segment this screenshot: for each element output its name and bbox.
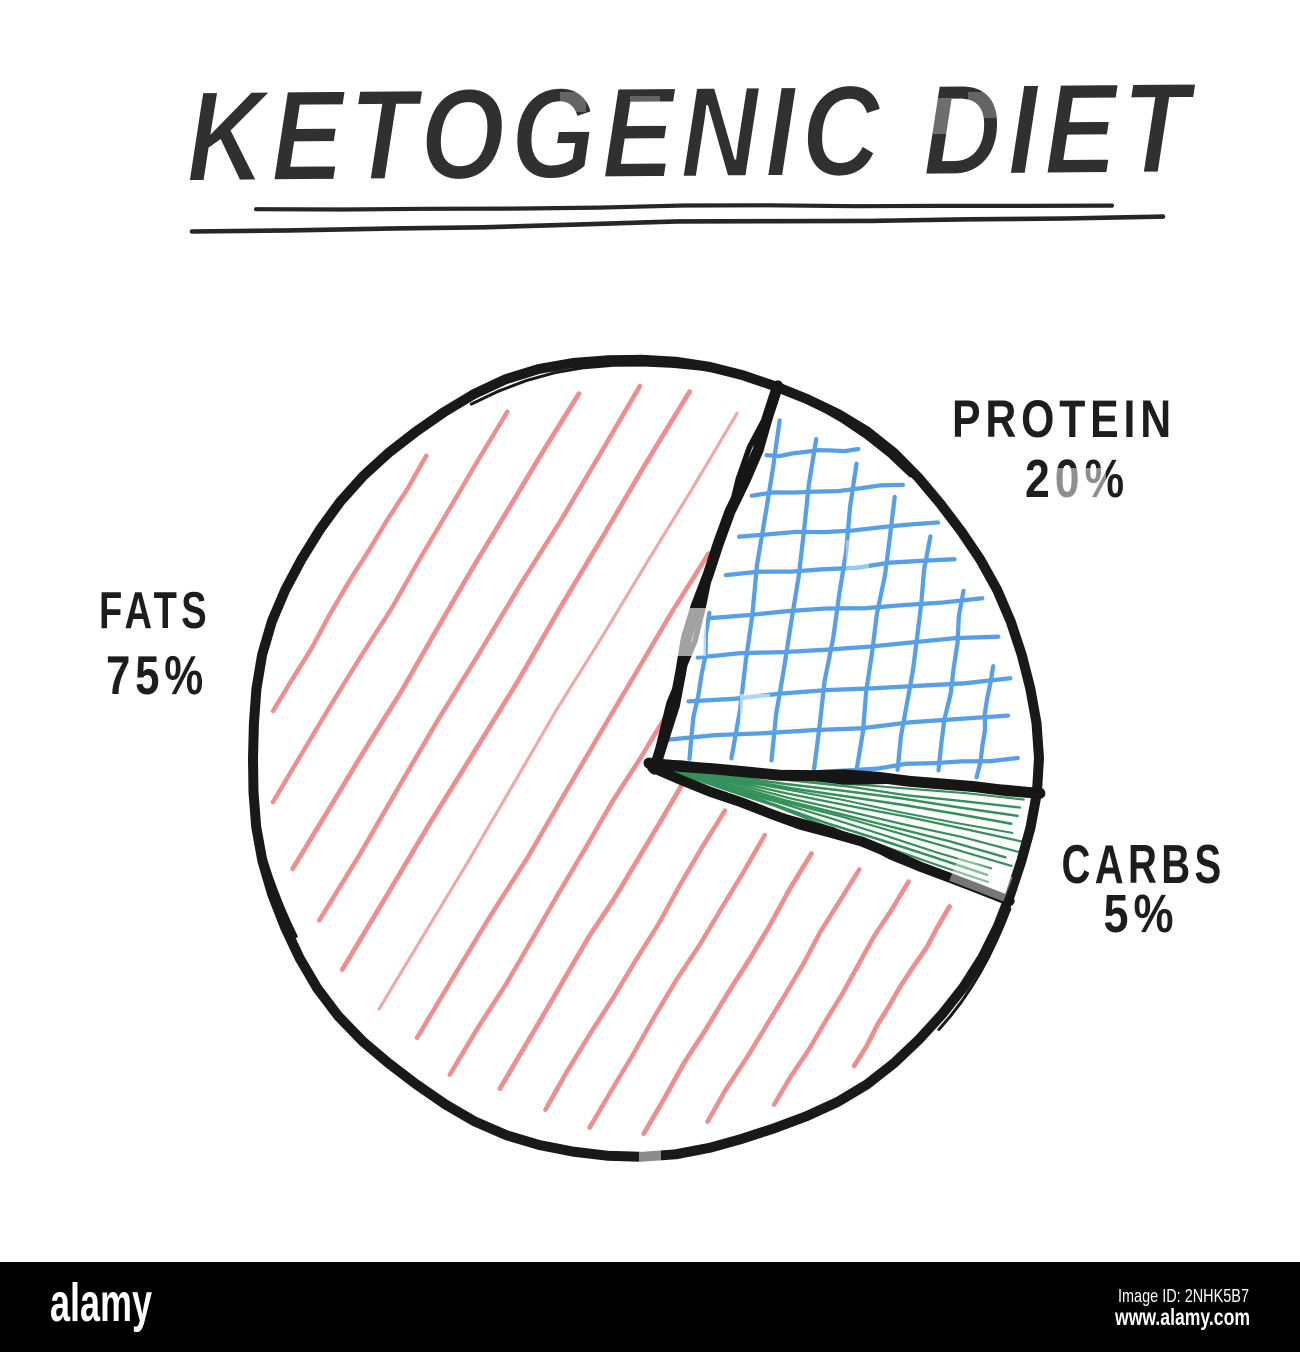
- svg-text:KETOGENIC DIET: KETOGENIC DIET: [186, 56, 1197, 209]
- svg-text:alamy: alamy: [50, 1273, 152, 1333]
- svg-text:FATS: FATS: [99, 582, 211, 640]
- svg-text:75%: 75%: [106, 644, 208, 706]
- svg-text:www.alamy.com: www.alamy.com: [1114, 1304, 1250, 1330]
- svg-text:Image ID: 2NHK5B7: Image ID: 2NHK5B7: [1118, 1285, 1249, 1306]
- svg-text:5%: 5%: [1104, 884, 1179, 944]
- svg-text:CARBS: CARBS: [1062, 833, 1226, 895]
- svg-text:PROTEIN: PROTEIN: [952, 390, 1176, 449]
